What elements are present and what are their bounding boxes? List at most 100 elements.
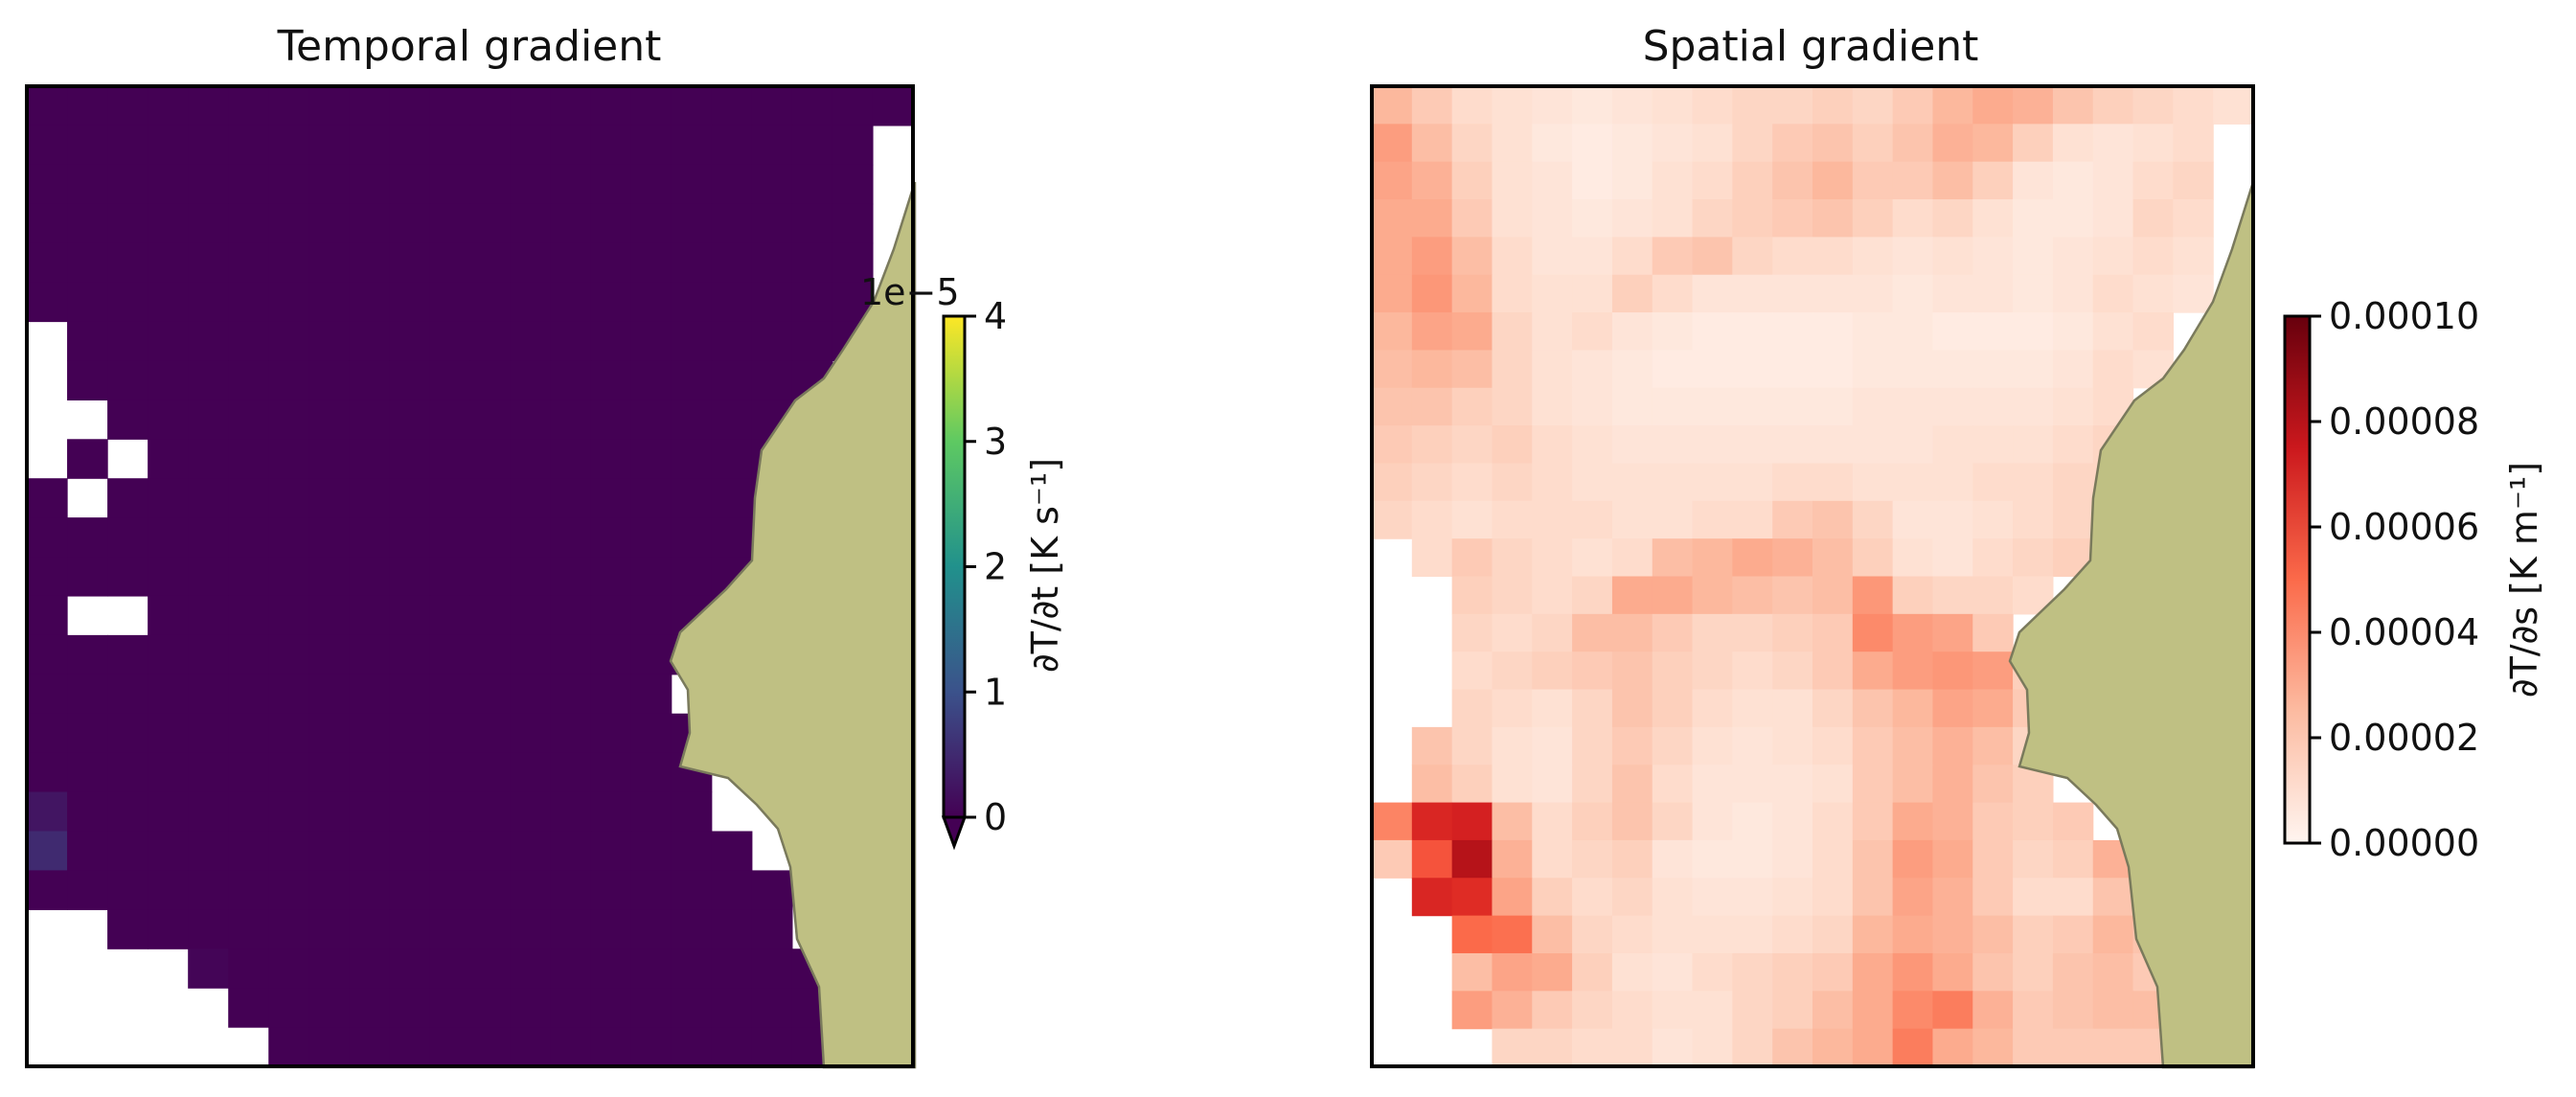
heatmap-cell — [671, 988, 713, 1028]
heatmap-cell — [1372, 802, 1413, 841]
heatmap-cell — [1732, 802, 1773, 841]
heatmap-cell — [469, 125, 512, 166]
heatmap-cell — [1772, 237, 1813, 276]
heatmap-cell — [67, 870, 108, 910]
heatmap-cell — [107, 674, 148, 715]
heatmap-cell — [1692, 651, 1733, 691]
colorbar-tick-label: 0 — [984, 796, 1007, 838]
heatmap-cell — [1972, 463, 2014, 502]
heatmap-cell — [1812, 124, 1854, 163]
heatmap-cell — [671, 517, 713, 558]
heatmap-cell — [1532, 915, 1573, 954]
heatmap-cell — [1611, 199, 1653, 238]
heatmap-cell — [510, 948, 552, 989]
heatmap-cell — [1852, 651, 1894, 691]
heatmap-cell — [1411, 86, 1453, 125]
heatmap-cell — [349, 439, 391, 479]
heatmap-cell — [1692, 689, 1733, 728]
heatmap-cell — [2132, 274, 2174, 313]
heatmap-cell — [389, 791, 431, 833]
heatmap-cell — [1372, 199, 1413, 238]
heatmap-cell — [671, 870, 713, 910]
heatmap-cell — [1451, 387, 1493, 426]
heatmap-cell — [27, 164, 68, 205]
heatmap-cell — [1892, 199, 1934, 238]
heatmap-cell — [349, 517, 391, 558]
heatmap-cell — [148, 557, 189, 597]
heatmap-cell — [1772, 839, 1813, 879]
heatmap-cell — [1812, 425, 1854, 465]
heatmap-cell — [1652, 274, 1694, 313]
heatmap-cell — [1492, 765, 1533, 804]
heatmap-cell — [2052, 350, 2094, 389]
heatmap-cell — [2173, 161, 2214, 200]
heatmap-cell — [1611, 651, 1653, 691]
heatmap-cell — [1852, 576, 1894, 615]
heatmap-cell — [1652, 312, 1694, 352]
colorbar-tick-label: 2 — [984, 546, 1007, 588]
heatmap-cell — [228, 831, 269, 871]
heatmap-cell — [832, 203, 874, 244]
heatmap-cell — [1772, 350, 1813, 389]
heatmap-cell — [1572, 425, 1613, 465]
heatmap-cell — [349, 557, 391, 597]
heatmap-cell — [630, 870, 672, 910]
heatmap-cell — [1812, 613, 1854, 652]
heatmap-cell — [429, 557, 471, 597]
heatmap-cell — [590, 360, 632, 400]
heatmap-cell — [27, 203, 68, 244]
heatmap-cell — [188, 557, 229, 597]
heatmap-cell — [228, 125, 269, 166]
heatmap-cell — [1852, 689, 1894, 728]
heatmap-cell — [510, 595, 552, 636]
heatmap-cell — [630, 125, 672, 166]
heatmap-cell — [349, 988, 391, 1028]
heatmap-cell — [1932, 651, 1973, 691]
temporal-colorbar-extend-triangle — [941, 815, 968, 851]
heatmap-cell — [1652, 538, 1694, 578]
heatmap-cell — [590, 478, 632, 518]
heatmap-cell — [1532, 237, 1573, 276]
heatmap-cell — [1532, 613, 1573, 652]
heatmap-cell — [1812, 651, 1854, 691]
heatmap-cell — [1611, 726, 1653, 766]
heatmap-cell — [711, 321, 753, 362]
heatmap-cell — [148, 164, 189, 205]
heatmap-cell — [1812, 350, 1854, 389]
heatmap-cell — [469, 517, 512, 558]
heatmap-cell — [1532, 538, 1573, 578]
heatmap-cell — [1972, 952, 2014, 992]
heatmap-cell — [2052, 1028, 2094, 1067]
heatmap-cell — [590, 988, 632, 1028]
heatmap-cell — [630, 752, 672, 793]
heatmap-cell — [1451, 425, 1493, 465]
heatmap-cell — [469, 870, 512, 910]
heatmap-cell — [2092, 350, 2134, 389]
heatmap-cell — [27, 634, 68, 675]
heatmap-cell — [148, 125, 189, 166]
heatmap-cell — [1732, 651, 1773, 691]
heatmap-cell — [148, 478, 189, 518]
heatmap-cell — [268, 831, 309, 871]
heatmap-cell — [2132, 86, 2174, 125]
heatmap-cell — [2013, 86, 2054, 125]
heatmap-cell — [268, 86, 309, 126]
heatmap-cell — [1532, 387, 1573, 426]
heatmap-cell — [308, 752, 350, 793]
heatmap-cell — [389, 242, 431, 284]
heatmap-cell — [1692, 124, 1733, 163]
heatmap-cell — [1932, 463, 1973, 502]
heatmap-cell — [1812, 274, 1854, 313]
heatmap-cell — [1372, 124, 1413, 163]
heatmap-cell — [1411, 425, 1453, 465]
heatmap-cell — [349, 321, 391, 362]
heatmap-cell — [429, 203, 471, 244]
heatmap-cell — [510, 242, 552, 284]
heatmap-cell — [1812, 86, 1854, 125]
heatmap-cell — [590, 831, 632, 871]
heatmap-cell — [1652, 86, 1694, 125]
heatmap-cell — [751, 125, 793, 166]
heatmap-cell — [1972, 915, 2014, 954]
heatmap-cell — [188, 360, 229, 400]
heatmap-cell — [349, 282, 391, 323]
